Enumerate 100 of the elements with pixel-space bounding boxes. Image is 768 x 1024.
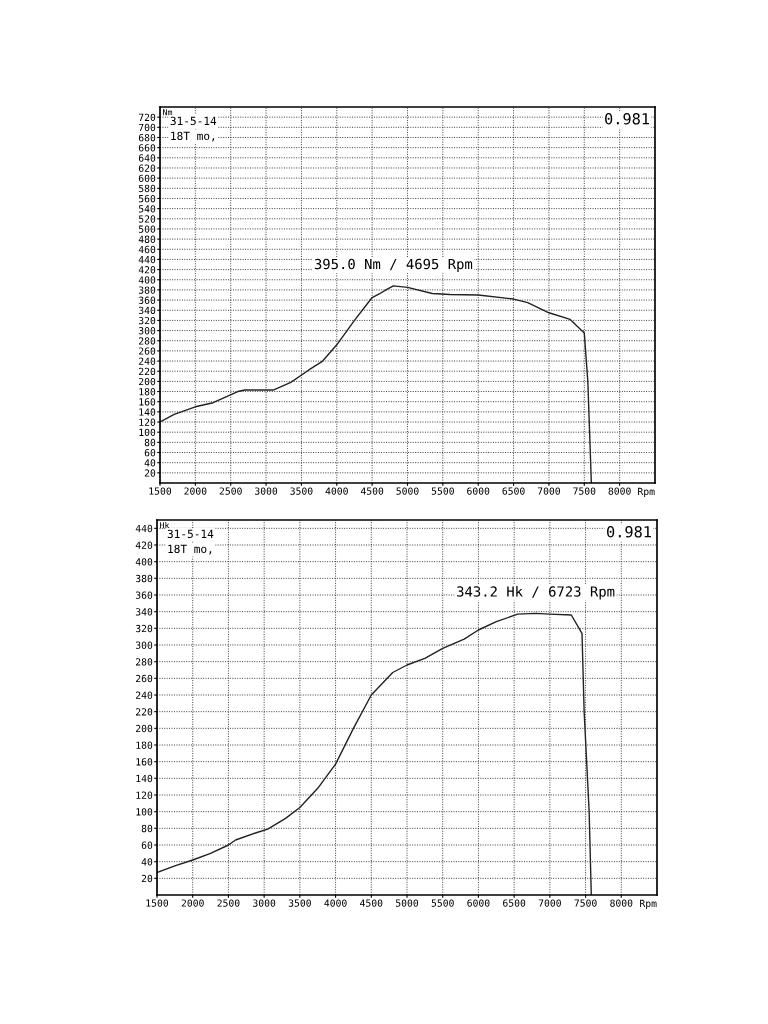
x-tick-label: 1500 — [149, 487, 172, 495]
y-tick-label: 340 — [135, 608, 153, 616]
x-tick-label: 2500 — [217, 899, 240, 907]
y-tick-label: 420 — [138, 266, 156, 274]
y-tick-label: 380 — [135, 574, 153, 583]
y-tick-label: 500 — [138, 225, 156, 233]
x-tick-label: 8000 — [608, 487, 631, 495]
y-tick-label: 40 — [141, 858, 153, 866]
y-tick-label: 200 — [139, 377, 156, 386]
y-tick-label: 320 — [135, 624, 153, 633]
x-tick-label: 5500 — [431, 899, 454, 907]
y-tick-label: 660 — [138, 144, 156, 152]
x-tick-label: 3500 — [288, 899, 311, 907]
x-tick-label: 4000 — [324, 899, 347, 907]
y-tick-label: 560 — [138, 194, 156, 203]
y-tick-label: 700 — [138, 123, 156, 132]
x-tick-label: 6000 — [467, 487, 490, 495]
y-tick-label: 200 — [136, 724, 153, 733]
line-series — [160, 285, 593, 483]
y-tick-label: 100 — [139, 428, 156, 437]
y-tick-label: 620 — [138, 164, 156, 172]
y-tick-label: 40 — [144, 459, 156, 467]
y-tick-label: 120 — [136, 791, 153, 799]
y-tick-label: 420 — [135, 541, 153, 549]
y-tick-label: 600 — [138, 174, 156, 182]
y-tick-label: 680 — [138, 133, 156, 142]
x-tick-label: 1500 — [146, 899, 169, 907]
x-tick-label: 2000 — [184, 487, 207, 495]
x-tick-label: 5000 — [395, 899, 419, 907]
x-tick-label: 4500 — [360, 899, 383, 907]
chart-subtitle: 0.981 — [607, 525, 651, 538]
y-tick-label: 460 — [138, 245, 156, 254]
line-series — [157, 612, 592, 895]
annotation: 18T mo, — [168, 544, 212, 555]
annotation: 395.0 Nm / 4695 Rpm — [314, 258, 473, 272]
y-tick-label: 360 — [135, 591, 153, 599]
x-tick-label: 2500 — [219, 487, 242, 495]
y-tick-label: 400 — [135, 558, 153, 566]
y-tick-label: 140 — [139, 408, 156, 416]
y-tick-label: 720 — [138, 113, 156, 122]
x-tick-label: 7000 — [537, 487, 560, 495]
y-tick-label: 140 — [136, 774, 153, 783]
y-tick-label: 340 — [138, 306, 156, 315]
y-tick-label: 280 — [136, 658, 153, 666]
y-tick-label: 240 — [139, 357, 156, 365]
x-tick-label: 7000 — [538, 899, 561, 907]
y-tick-label: 300 — [135, 641, 153, 649]
x-tick-label: 7500 — [573, 487, 596, 495]
y-tick-label: 580 — [138, 184, 156, 193]
y-axis-title: Hk — [160, 521, 170, 529]
y-tick-label: 320 — [138, 316, 156, 325]
annotation: 31-5-14 — [170, 116, 217, 126]
y-tick-label: 640 — [138, 154, 156, 162]
y-tick-label: 20 — [144, 469, 156, 477]
annotation: 18T mo, — [171, 131, 215, 142]
y-tick-label: 100 — [136, 808, 153, 816]
x-tick-label: 5500 — [431, 487, 454, 495]
x-tick-label: 4500 — [360, 487, 384, 495]
y-tick-label: 440 — [135, 524, 153, 533]
y-tick-label: 480 — [138, 235, 156, 243]
y-tick-label: 360 — [138, 296, 156, 304]
y-tick-label: 380 — [138, 286, 156, 294]
x-tick-label: 6000 — [467, 899, 490, 907]
annotation: 31-5-14 — [167, 529, 214, 539]
y-tick-label: 260 — [139, 347, 156, 355]
y-tick-label: 60 — [144, 449, 156, 457]
x-tick-label: 6500 — [502, 487, 525, 495]
x-tick-label: 8000 — [610, 899, 633, 907]
y-tick-label: 60 — [141, 841, 153, 849]
y-tick-label: 440 — [138, 255, 156, 264]
y-tick-label: 540 — [138, 205, 156, 213]
y-tick-label: 180 — [139, 388, 156, 396]
x-tick-label: 5000 — [396, 487, 419, 495]
y-tick-label: 220 — [136, 708, 153, 716]
x-tick-label: 2000 — [181, 899, 204, 907]
x-tick-label: 7500 — [574, 899, 597, 907]
y-tick-label: 520 — [138, 215, 156, 223]
x-tick-label: 4000 — [325, 487, 348, 495]
y-tick-label: 260 — [136, 674, 153, 683]
x-axis-title: Rpm — [640, 899, 657, 909]
y-tick-label: 220 — [139, 367, 156, 376]
y-tick-label: 120 — [139, 418, 156, 426]
y-axis-title: Nm — [163, 109, 173, 116]
y-tick-label: 20 — [141, 874, 153, 883]
y-tick-label: 240 — [136, 691, 153, 699]
y-tick-label: 400 — [138, 276, 156, 284]
x-tick-label: 3000 — [253, 899, 276, 907]
y-tick-label: 80 — [141, 824, 153, 833]
annotation: 343.2 Hk / 6723 Rpm — [457, 586, 615, 600]
x-tick-label: 3000 — [255, 487, 278, 495]
y-tick-label: 160 — [139, 398, 156, 406]
y-tick-label: 160 — [136, 758, 153, 766]
y-tick-label: 300 — [138, 327, 156, 335]
x-tick-label: 6500 — [503, 899, 526, 907]
x-tick-label: 3500 — [290, 487, 313, 495]
y-tick-label: 180 — [136, 741, 153, 749]
y-tick-label: 80 — [144, 438, 156, 447]
y-tick-label: 280 — [139, 337, 156, 345]
x-axis-title: Rpm — [638, 487, 655, 497]
chart-subtitle: 0.981 — [605, 112, 650, 125]
